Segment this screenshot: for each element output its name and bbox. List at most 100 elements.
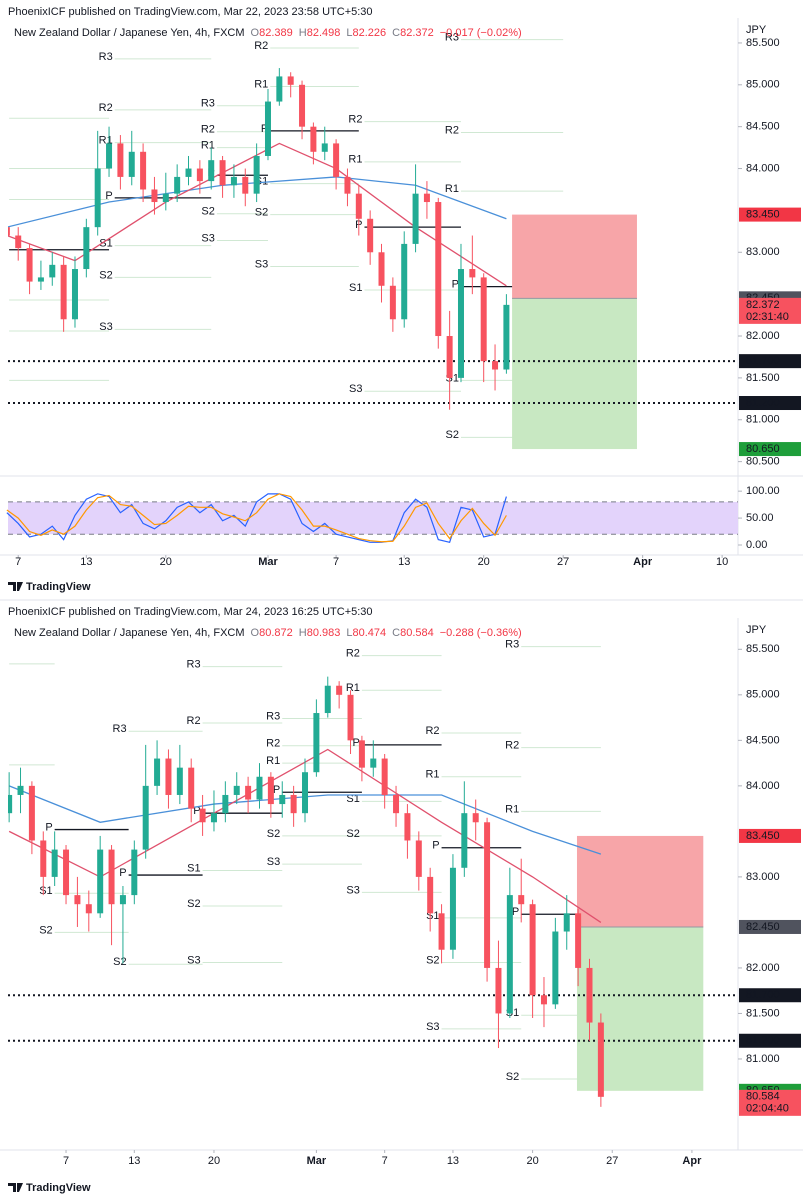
legend-value: 80.474 xyxy=(352,627,386,639)
legend-value: 80.983 xyxy=(307,627,341,639)
candle-body xyxy=(140,151,147,190)
pivot-label: R3 xyxy=(201,98,215,110)
x-tick-label: 20 xyxy=(160,556,172,568)
candle-body xyxy=(119,895,126,905)
last-price-label: 80.584 xyxy=(746,1091,780,1103)
x-tick-label: Mar xyxy=(307,1155,327,1167)
moving-average xyxy=(8,176,507,228)
legend: New Zealand Dollar / Japanese Yen, 4h, F… xyxy=(14,627,522,639)
pivot-label: P xyxy=(45,821,52,833)
target-label: 80.650 xyxy=(746,443,780,455)
candle-body xyxy=(381,758,388,795)
candle-body xyxy=(495,967,502,1014)
pivot-label: S1 xyxy=(0,292,7,304)
y-tick-label: 85.500 xyxy=(746,37,780,49)
y-tick-label: 83.000 xyxy=(746,246,780,258)
candle-body xyxy=(472,813,479,823)
candle-body xyxy=(503,304,510,370)
candle-body xyxy=(71,269,78,320)
candle-body xyxy=(435,202,442,337)
candle-body xyxy=(49,264,56,278)
pivot-label: S3 xyxy=(201,232,214,244)
pivot-label: R2 xyxy=(266,738,280,750)
legend-value: 80.872 xyxy=(259,627,293,639)
legend-label: L xyxy=(346,627,352,639)
pivot-label: R3 xyxy=(113,723,127,735)
pivot-label: S3 xyxy=(0,372,7,384)
countdown: 02:04:40 xyxy=(746,1103,789,1115)
legend-label: H xyxy=(299,27,307,39)
pivot-label: S2 xyxy=(187,898,200,910)
pivot-label: R3 xyxy=(99,51,113,63)
y-tick-label: 85.000 xyxy=(746,79,780,91)
candle-body xyxy=(597,1022,604,1097)
last-price-bg xyxy=(739,297,801,324)
y-tick-label: 82.000 xyxy=(746,962,780,974)
pivot-label: R3 xyxy=(0,656,7,668)
y-tick-label: 81.000 xyxy=(746,1053,780,1065)
x-tick-label: 13 xyxy=(447,1155,459,1167)
pivot-label: R2 xyxy=(445,124,459,136)
candle-body xyxy=(142,785,149,850)
pivot-label: R3 xyxy=(0,110,7,122)
y-tick-label: 83.000 xyxy=(746,871,780,883)
logo-icon xyxy=(8,1183,23,1192)
candle-body xyxy=(333,143,340,177)
pivot-label: R2 xyxy=(99,102,113,114)
pivot-label: R2 xyxy=(0,160,7,172)
pivot-label: R1 xyxy=(346,682,360,694)
plot-area: R3 R2 R1 P S1 S2 S3 R3 R2 R1 P S1 S2 S3 R3 R2 R1 P S2 S3 R2 R… xyxy=(0,31,738,450)
candle-body xyxy=(355,193,362,219)
stop-label: 83.450 xyxy=(746,209,780,221)
legend: New Zealand Dollar / Japanese Yen, 4h, F… xyxy=(14,27,522,39)
candle-body xyxy=(8,227,10,236)
x-tick-label: 7 xyxy=(382,1155,388,1167)
level-label-bg xyxy=(739,988,801,1003)
pivot-label: R1 xyxy=(425,769,439,781)
y-tick-label: 84.000 xyxy=(746,780,780,792)
candle-body xyxy=(324,685,331,714)
candle-body xyxy=(484,822,491,968)
candle-body xyxy=(378,252,385,286)
pivot-label: R2 xyxy=(201,124,215,136)
candle-body xyxy=(208,160,215,182)
candle-body xyxy=(264,101,271,156)
pivot-label: P xyxy=(261,123,268,135)
pivot-label: S3 xyxy=(349,383,362,395)
candle-body xyxy=(457,269,464,378)
candle-body xyxy=(51,849,58,877)
level-label: 81.200 xyxy=(746,1035,780,1047)
legend-value: 82.498 xyxy=(307,27,341,39)
legend-change: −0.288 (−0.36%) xyxy=(440,627,522,639)
legend-label: C xyxy=(392,27,400,39)
pivot-label: P xyxy=(353,737,360,749)
candle-body xyxy=(506,895,513,1014)
candle-body xyxy=(401,243,408,320)
pivot-label: R2 xyxy=(425,725,439,737)
currency: JPY xyxy=(746,24,767,36)
candle-body xyxy=(552,931,559,1005)
candle-body xyxy=(492,361,499,370)
pivot-label: R3 xyxy=(187,659,201,671)
x-tick-label: Apr xyxy=(633,556,653,568)
x-tick-label: 13 xyxy=(398,556,410,568)
candle-body xyxy=(210,813,217,823)
candle-body xyxy=(245,785,252,800)
legend-label: L xyxy=(346,27,352,39)
moving-average xyxy=(8,785,602,855)
candle-body xyxy=(415,840,422,877)
candle-body xyxy=(321,143,328,152)
logo-text: TradingView xyxy=(26,1182,91,1194)
x-tick-label: Mar xyxy=(258,556,278,568)
candle-body xyxy=(267,776,274,805)
stoch-band xyxy=(8,501,738,535)
pivot-label: R3 xyxy=(266,710,280,722)
candle-body xyxy=(106,143,113,169)
logo-icon xyxy=(8,582,23,591)
y-tick-label: 84.500 xyxy=(746,121,780,133)
candle-body xyxy=(165,758,172,795)
candle-body xyxy=(151,189,158,203)
candle-body xyxy=(63,849,70,896)
pivot-label: S3 xyxy=(426,1021,439,1033)
pivot-label: S1 xyxy=(39,885,52,897)
